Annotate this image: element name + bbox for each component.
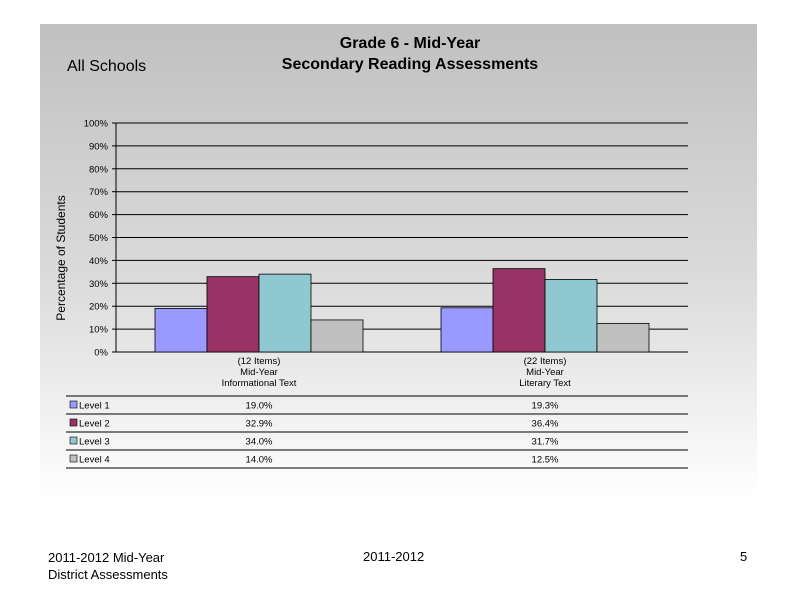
legend-swatch [69, 454, 78, 463]
table-value: 34.0% [246, 437, 273, 448]
table-value: 19.0% [246, 401, 273, 412]
category-label: Mid-Year [526, 367, 564, 378]
table-value: 19.3% [532, 401, 559, 412]
legend-swatch [69, 418, 78, 427]
table-value: 32.9% [246, 419, 273, 430]
y-tick-label: 30% [89, 279, 109, 290]
category-label: Mid-Year [240, 367, 278, 378]
category-label: Literary Text [519, 378, 571, 389]
category-label: (12 Items) [238, 356, 281, 367]
y-tick-label: 80% [89, 164, 109, 175]
bar [310, 319, 364, 353]
category-label: (22 Items) [524, 356, 567, 367]
table-value: 14.0% [246, 455, 273, 466]
bar [492, 268, 546, 353]
legend-label: Level 4 [79, 455, 110, 466]
bar [596, 322, 650, 353]
scope-label: All Schools [67, 58, 147, 75]
footer-center: 2011-2012 [363, 549, 425, 564]
table-value: 36.4% [532, 419, 559, 430]
slide-background [40, 24, 757, 500]
chart-title-line1: Grade 6 - Mid-Year [339, 35, 481, 52]
legend-swatch [69, 400, 78, 409]
footer-left-line1: 2011-2012 Mid-Year [48, 550, 165, 565]
y-tick-label: 0% [94, 348, 108, 359]
y-tick-label: 70% [89, 187, 109, 198]
legend-swatch [69, 436, 78, 445]
bar [440, 307, 494, 353]
y-tick-label: 60% [89, 210, 109, 221]
category-label: Informational Text [222, 378, 297, 389]
bar [206, 276, 260, 353]
y-tick-label: 40% [89, 256, 109, 267]
bar [154, 308, 208, 353]
legend-label: Level 3 [79, 437, 110, 448]
footer-left-line2: District Assessments [48, 567, 168, 582]
y-tick-label: 90% [89, 141, 109, 152]
page-number: 5 [740, 549, 748, 564]
bar [258, 273, 312, 353]
legend-label: Level 2 [79, 419, 110, 430]
y-tick-label: 100% [84, 119, 109, 130]
table-value: 12.5% [532, 455, 559, 466]
y-tick-label: 50% [89, 233, 109, 244]
bar [544, 279, 598, 353]
table-value: 31.7% [532, 437, 559, 448]
chart-title-line2: Secondary Reading Assessments [281, 56, 539, 73]
y-tick-label: 20% [89, 302, 109, 313]
y-tick-label: 10% [89, 325, 109, 336]
footer-left: 2011-2012 Mid-Year District Assessments [48, 549, 168, 583]
legend-label: Level 1 [79, 401, 110, 412]
